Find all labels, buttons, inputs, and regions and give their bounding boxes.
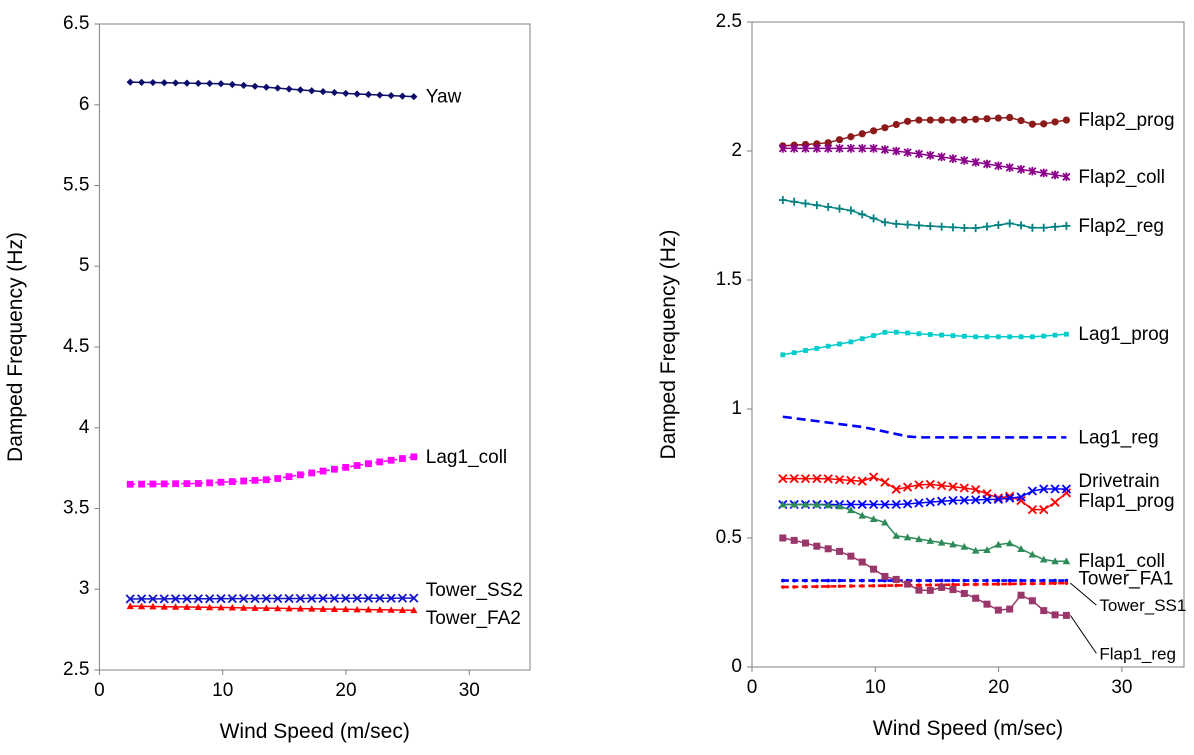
svg-text:10: 10: [865, 677, 886, 698]
svg-text:3: 3: [79, 578, 90, 599]
svg-text:5.5: 5.5: [63, 175, 89, 196]
svg-text:10: 10: [212, 680, 233, 701]
svg-text:1: 1: [731, 398, 742, 419]
svg-text:0: 0: [747, 677, 758, 698]
svg-text:6.5: 6.5: [63, 13, 89, 34]
svg-text:0.5: 0.5: [716, 527, 742, 548]
svg-text:20: 20: [988, 677, 1009, 698]
svg-text:Yaw: Yaw: [426, 87, 462, 108]
svg-text:30: 30: [1111, 677, 1132, 698]
svg-text:0: 0: [731, 656, 742, 677]
svg-text:20: 20: [335, 680, 356, 701]
svg-text:Tower_SS2: Tower_SS2: [426, 580, 523, 601]
svg-text:Tower_SS1: Tower_SS1: [1099, 596, 1186, 615]
svg-text:Damped Frequency (Hz): Damped Frequency (Hz): [657, 230, 680, 460]
svg-text:Flap2_prog: Flap2_prog: [1078, 110, 1174, 131]
svg-text:Damped Frequency (Hz): Damped Frequency (Hz): [4, 232, 27, 462]
svg-text:Flap2_reg: Flap2_reg: [1078, 216, 1164, 237]
svg-text:Lag1_coll: Lag1_coll: [426, 447, 507, 468]
svg-text:2.5: 2.5: [63, 659, 89, 680]
svg-text:Flap1_reg: Flap1_reg: [1099, 644, 1176, 663]
svg-text:Tower_FA2: Tower_FA2: [426, 608, 521, 629]
svg-text:5: 5: [79, 255, 90, 276]
svg-text:0: 0: [94, 680, 105, 701]
svg-text:Drivetrain: Drivetrain: [1078, 471, 1159, 492]
svg-text:1.5: 1.5: [716, 269, 742, 290]
svg-text:Flap2_coll: Flap2_coll: [1078, 167, 1165, 188]
svg-text:Tower_FA1: Tower_FA1: [1078, 569, 1173, 590]
svg-text:Lag1_reg: Lag1_reg: [1078, 427, 1158, 448]
svg-text:Wind Speed (m/sec): Wind Speed (m/sec): [220, 720, 410, 743]
svg-text:30: 30: [459, 680, 480, 701]
svg-text:Wind Speed (m/sec): Wind Speed (m/sec): [873, 717, 1063, 740]
svg-text:Flap1_prog: Flap1_prog: [1078, 491, 1174, 512]
svg-text:2.5: 2.5: [716, 11, 742, 32]
svg-text:6: 6: [79, 94, 90, 115]
svg-text:2: 2: [731, 140, 742, 161]
svg-text:3.5: 3.5: [63, 498, 89, 519]
svg-text:4: 4: [79, 417, 90, 438]
svg-text:4.5: 4.5: [63, 336, 89, 357]
svg-text:Lag1_prog: Lag1_prog: [1078, 324, 1169, 345]
